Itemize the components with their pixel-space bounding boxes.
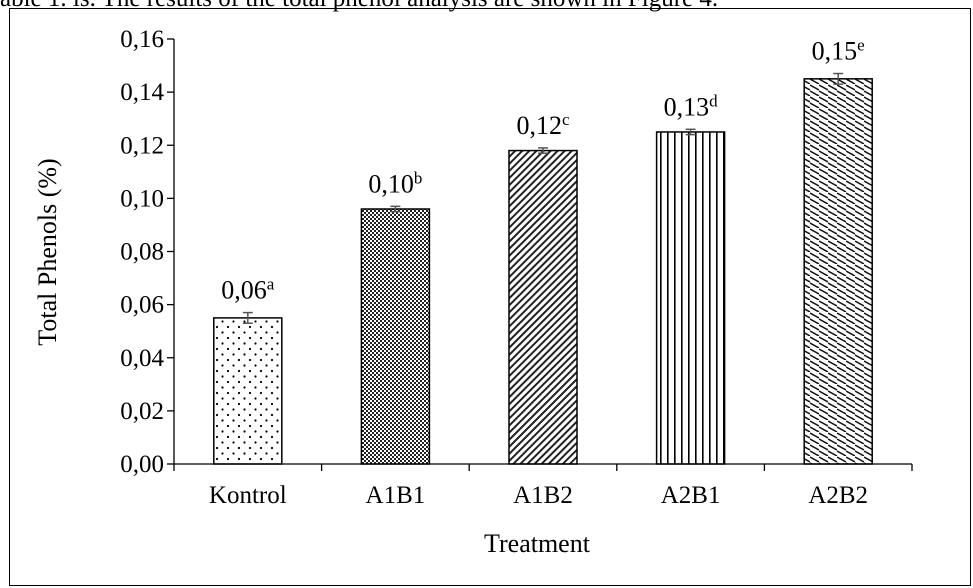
x-tick-label: A1B2 xyxy=(513,482,573,509)
x-tick-label: A2B1 xyxy=(661,482,721,509)
y-tick-label: 0,00 xyxy=(120,451,164,478)
bar-a2b1 xyxy=(655,131,726,465)
chart-frame xyxy=(9,8,971,586)
y-tick-label: 0,10 xyxy=(120,185,164,212)
data-label: 0,13d xyxy=(664,91,719,121)
x-tick-label: A2B2 xyxy=(808,482,868,509)
bar-a1b1 xyxy=(360,208,431,465)
y-tick-label: 0,14 xyxy=(120,79,164,106)
bar-a1b2 xyxy=(508,149,578,465)
y-tick-label: 0,08 xyxy=(120,239,164,266)
data-label: 0,15e xyxy=(812,36,865,66)
x-tick-label: A1B1 xyxy=(366,482,426,509)
data-label: 0,10b xyxy=(368,168,422,198)
significance-letter: a xyxy=(267,275,275,294)
data-label: 0,06a xyxy=(221,275,274,305)
x-axis-title: Treatment xyxy=(484,529,591,558)
significance-letter: c xyxy=(562,110,570,129)
y-tick-label: 0,04 xyxy=(120,345,164,372)
data-label: 0,12c xyxy=(516,110,570,140)
significance-letter: e xyxy=(857,36,865,55)
y-axis-title: Total Phenols (%) xyxy=(33,158,62,345)
bar-a2b2 xyxy=(803,78,873,465)
bar-kontrol xyxy=(213,317,283,465)
significance-letter: d xyxy=(709,91,718,110)
y-tick-label: 0,16 xyxy=(120,26,164,53)
y-tick-label: 0,12 xyxy=(120,132,164,159)
header-text: able 1. is. The results of the total phe… xyxy=(0,0,973,15)
x-tick-label: Kontrol xyxy=(209,482,287,509)
y-tick-label: 0,02 xyxy=(120,398,164,425)
significance-letter: b xyxy=(414,168,423,187)
y-tick-label: 0,06 xyxy=(120,292,164,319)
